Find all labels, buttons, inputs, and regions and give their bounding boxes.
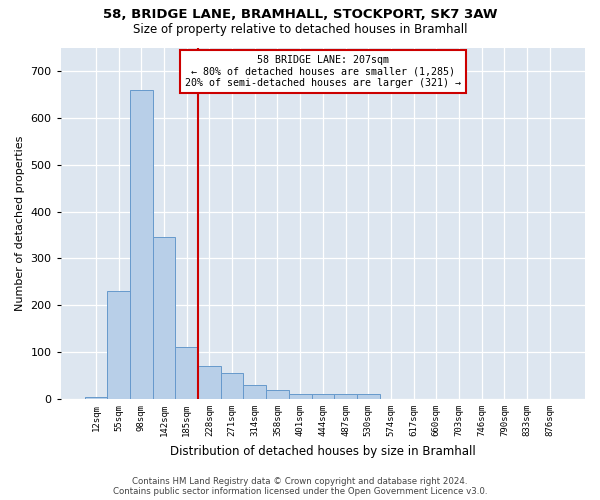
Text: Size of property relative to detached houses in Bramhall: Size of property relative to detached ho… (133, 22, 467, 36)
Y-axis label: Number of detached properties: Number of detached properties (15, 136, 25, 311)
X-axis label: Distribution of detached houses by size in Bramhall: Distribution of detached houses by size … (170, 444, 476, 458)
Bar (152, 238, 175, 399)
Bar (221, 374, 244, 399)
Bar (130, 90, 152, 399)
Bar (85, 396, 107, 399)
Bar (266, 390, 289, 399)
Text: Contains HM Land Registry data © Crown copyright and database right 2024.
Contai: Contains HM Land Registry data © Crown c… (113, 476, 487, 496)
Bar (244, 385, 266, 399)
Text: 58, BRIDGE LANE, BRAMHALL, STOCKPORT, SK7 3AW: 58, BRIDGE LANE, BRAMHALL, STOCKPORT, SK… (103, 8, 497, 20)
Bar (334, 394, 357, 399)
Bar (357, 394, 380, 399)
Text: 58 BRIDGE LANE: 207sqm
← 80% of detached houses are smaller (1,285)
20% of semi-: 58 BRIDGE LANE: 207sqm ← 80% of detached… (185, 54, 461, 88)
Bar (289, 394, 311, 399)
Bar (175, 348, 198, 399)
Bar (311, 394, 334, 399)
Bar (198, 366, 221, 399)
Bar (107, 291, 130, 399)
